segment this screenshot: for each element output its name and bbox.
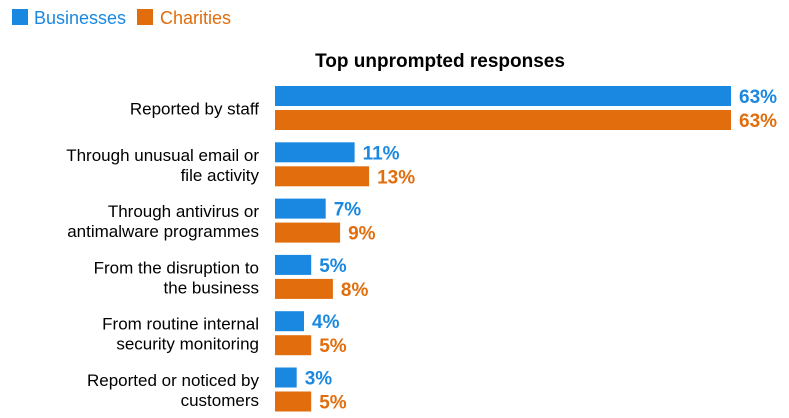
data-label-charities: 5% <box>319 393 347 414</box>
bar-charities <box>275 391 312 412</box>
category-label-line: customers <box>181 391 259 410</box>
legend-swatch-charities <box>137 9 153 25</box>
category-label-line: the business <box>164 278 259 297</box>
category-label: Reported by staff <box>130 100 259 119</box>
data-label-charities: 9% <box>348 224 376 245</box>
category-label-line: security monitoring <box>116 335 259 354</box>
legend-label-businesses: Businesses <box>34 8 126 28</box>
chart-title: Top unprompted responses <box>315 51 565 72</box>
category-label: Reported or noticed by customers <box>87 371 259 410</box>
bar-businesses <box>275 198 326 219</box>
bar-businesses <box>275 254 312 275</box>
category-label-line: Reported by staff <box>130 100 259 119</box>
bar-businesses <box>275 142 355 163</box>
data-label-charities: 8% <box>341 280 369 301</box>
category-label-line: Reported or noticed by <box>87 371 259 390</box>
category-label: From the disruption to the business <box>94 258 259 297</box>
bars <box>275 86 731 412</box>
bar-charities <box>275 222 341 243</box>
data-label-charities: 13% <box>377 167 415 188</box>
bar-charities <box>275 335 312 356</box>
category-label-line: Through unusual email or <box>66 146 259 165</box>
data-label-businesses: 5% <box>319 256 347 277</box>
data-label-charities: 5% <box>319 336 347 357</box>
category-label-line: Through antivirus or <box>108 202 260 221</box>
bar-charities <box>275 110 731 130</box>
data-label-businesses: 11% <box>363 143 400 164</box>
value-labels: 63%63%11%13%7%9%5%8%4%5%3%5% <box>305 87 777 414</box>
bar-businesses <box>275 86 731 106</box>
legend-label-charities: Charities <box>160 8 231 28</box>
legend-swatch-businesses <box>12 9 28 25</box>
data-label-businesses: 7% <box>334 200 362 221</box>
category-label-line: antimalware programmes <box>67 222 259 241</box>
bar-businesses <box>275 311 304 332</box>
category-label-line: From the disruption to <box>94 258 259 277</box>
category-labels: Reported by staff Through unusual email o… <box>66 100 259 411</box>
category-label: Through unusual email or file activity <box>66 146 259 185</box>
bar-businesses <box>275 367 297 388</box>
data-label-businesses: 63% <box>739 87 777 108</box>
data-label-businesses: 3% <box>305 369 333 390</box>
legend: Businesses Charities <box>12 8 231 28</box>
category-label: Through antivirus or antimalware programm… <box>67 202 259 241</box>
category-label-line: file activity <box>181 166 260 185</box>
category-label: From routine internal security monitoring <box>102 315 259 354</box>
bar-charities <box>275 166 370 187</box>
data-label-charities: 63% <box>739 111 777 132</box>
data-label-businesses: 4% <box>312 312 340 333</box>
bar-charities <box>275 278 333 299</box>
category-label-line: From routine internal <box>102 315 259 334</box>
